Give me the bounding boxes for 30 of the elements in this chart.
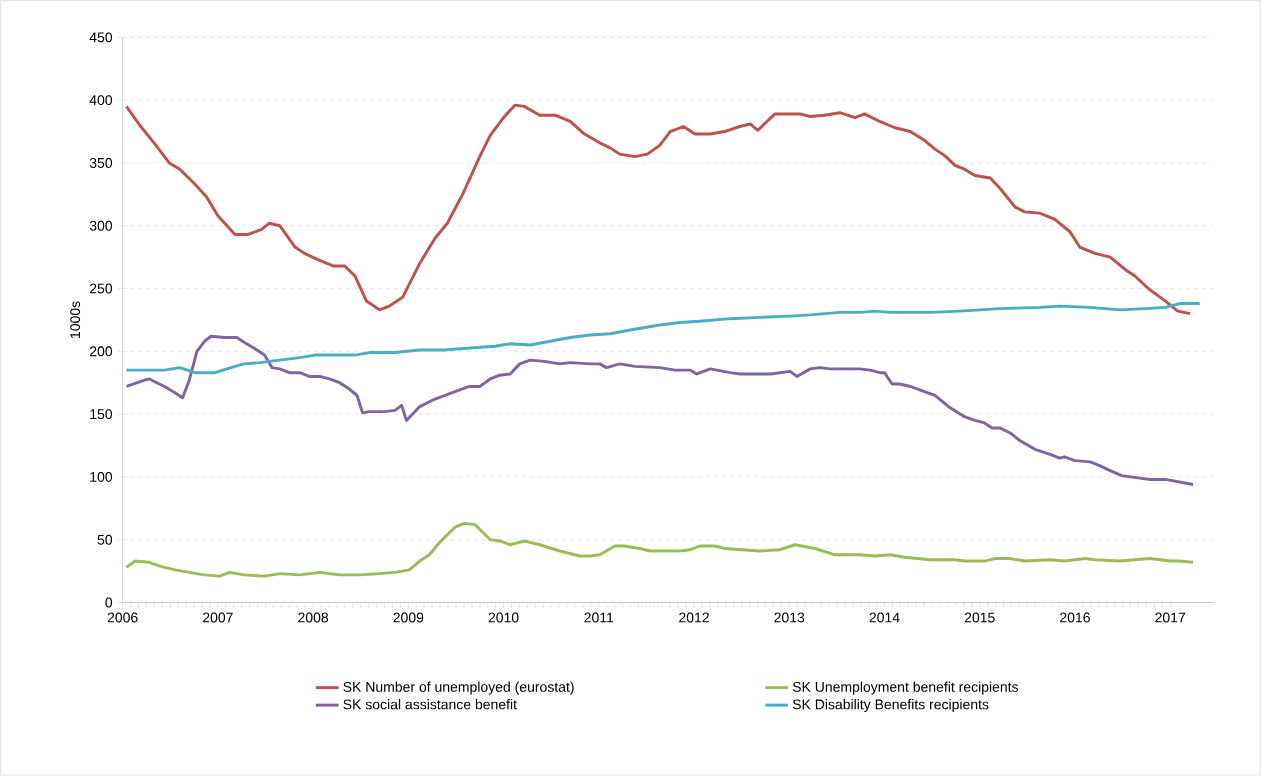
- x-tick-label: 2007: [203, 612, 233, 623]
- x-tick-label: 2011: [584, 612, 614, 623]
- x-tick-label: 2006: [107, 612, 138, 623]
- x-tick-label: 2014: [869, 612, 900, 623]
- x-tick-label: 2012: [679, 612, 709, 623]
- y-tick-label: 400: [89, 95, 113, 106]
- y-tick-label: 100: [90, 472, 113, 482]
- line-series: [124, 334, 1195, 487]
- x-tick-label: 2016: [1060, 612, 1090, 623]
- x-tick-label: 2015: [964, 612, 995, 623]
- y-tick-label: 250: [89, 283, 113, 294]
- y-tick-label: 150: [90, 409, 113, 420]
- x-tick-label: 2008: [298, 612, 329, 623]
- legend-label: SK Disability Benefits recipients: [792, 699, 989, 713]
- y-tick-label: 300: [89, 220, 113, 231]
- x-tick-label: 2017: [1155, 612, 1186, 623]
- y-tick-label: 200: [89, 346, 113, 357]
- line-series: [124, 302, 1202, 375]
- legend-label: SK Number of unemployed (eurostat): [343, 681, 574, 695]
- legend-label: SK Unemployment benefit recipients: [792, 681, 1019, 695]
- y-tick-label: 450: [89, 32, 113, 43]
- y-tick-label: 350: [89, 158, 113, 168]
- line-series: [124, 522, 1195, 578]
- y-axis-title: 1000s: [70, 301, 81, 339]
- x-tick-label: 2013: [774, 612, 805, 623]
- x-tick-label: 2009: [393, 612, 424, 623]
- y-tick-label: 0: [105, 597, 113, 608]
- x-tick-label: 2010: [488, 612, 519, 623]
- legend-label: SK social assistance benefit: [343, 699, 517, 710]
- y-tick-label: 50: [97, 534, 113, 545]
